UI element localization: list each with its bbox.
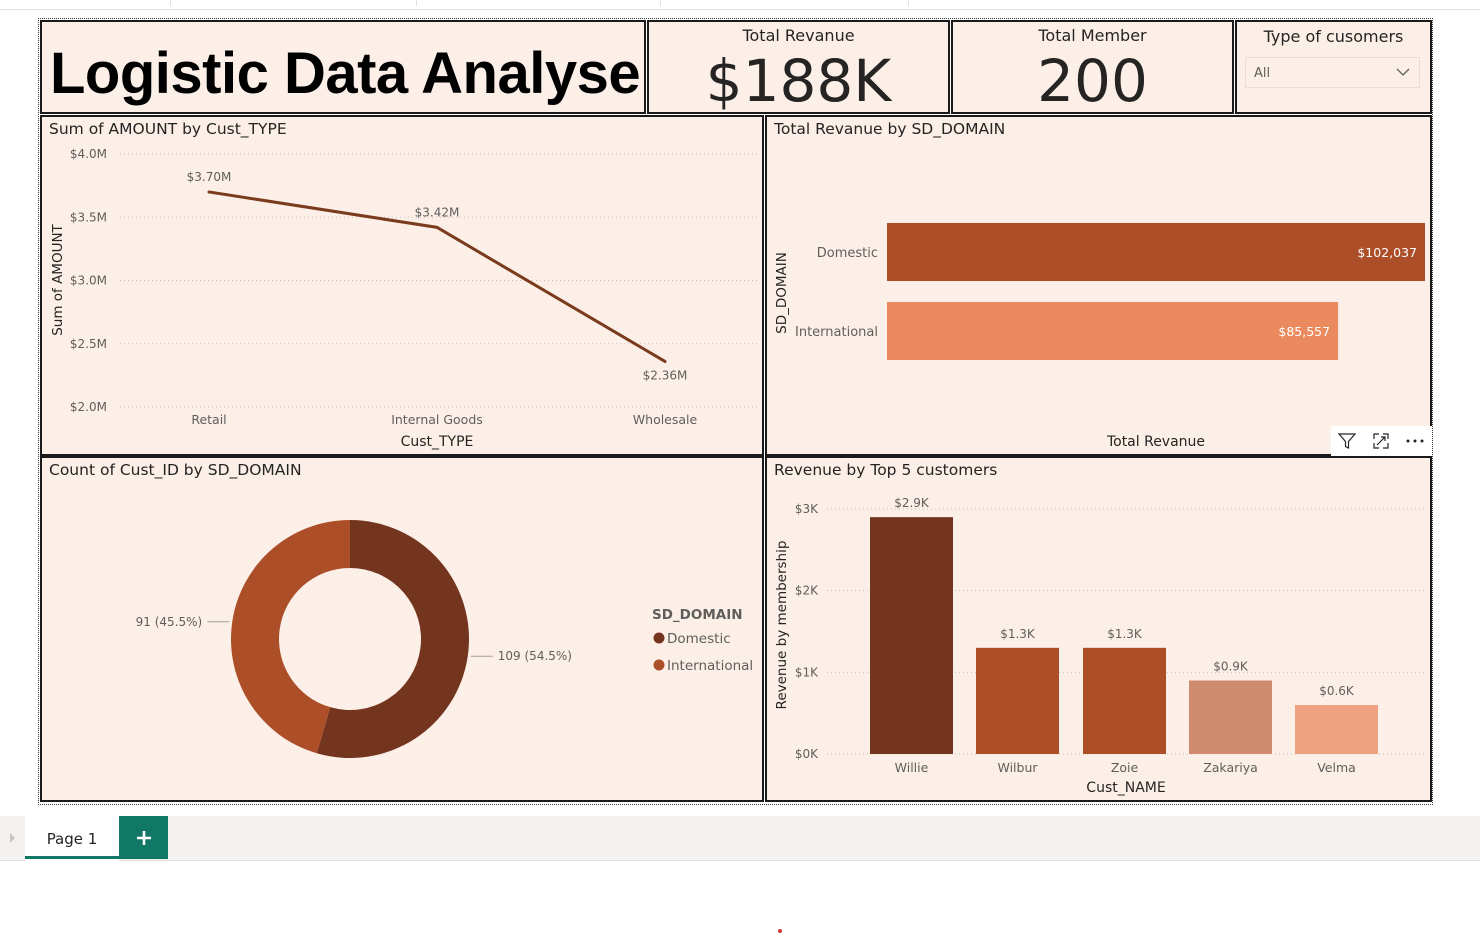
y-tick-label: $3.0M xyxy=(70,274,107,288)
x-axis-title: Total Revanue xyxy=(1106,434,1205,450)
dropdown-selected-value: All xyxy=(1254,66,1271,81)
data-point xyxy=(207,190,211,194)
y-axis-title: SD_DOMAIN xyxy=(774,252,790,334)
x-tick-label: Wilbur xyxy=(997,760,1038,775)
chevron-down-icon xyxy=(1395,64,1411,84)
page-tab-bar: Page 1 xyxy=(0,816,1480,861)
y-tick-label: $3K xyxy=(795,502,819,516)
x-axis-title: Cust_TYPE xyxy=(401,434,474,450)
legend-item: International xyxy=(667,658,753,674)
y-tick-label: International xyxy=(795,325,878,340)
x-tick-label: Velma xyxy=(1317,760,1356,775)
domain-bar-chart-title: Total Revanue by SD_DOMAIN xyxy=(774,120,1006,138)
report-title: Logistic Data Analyse xyxy=(50,41,641,106)
kpi-card-revenue[interactable]: Total Revanue $188K xyxy=(647,20,950,114)
bar xyxy=(1189,680,1272,754)
data-label: $3.70M xyxy=(187,170,232,184)
data-label: $0.6K xyxy=(1319,684,1355,698)
top-customers-chart: $3K $2K $1K $0K $2.9K Willie $1.3K Wilbur $1.3K Z… xyxy=(774,496,1425,796)
data-label: $1.3K xyxy=(1000,627,1036,641)
donut-chart-title: Count of Cust_ID by SD_DOMAIN xyxy=(49,461,302,479)
kpi-revenue-value: $188K xyxy=(705,47,892,114)
donut-slice xyxy=(230,520,350,754)
x-tick-label: Internal Goods xyxy=(391,412,483,427)
bar xyxy=(1295,705,1378,754)
filter-icon[interactable] xyxy=(1334,429,1360,453)
line-chart-card[interactable]: Sum of AMOUNT by Cust_TYPE $4.0M $3.5M $3.… xyxy=(40,115,764,456)
donut-chart-card[interactable]: Count of Cust_ID by SD_DOMAIN 109 (54.5%… xyxy=(40,456,764,802)
donut-slice xyxy=(316,520,469,758)
legend-item: Domestic xyxy=(667,631,731,647)
report-canvas xyxy=(38,18,1433,805)
data-point xyxy=(663,359,667,363)
line-chart: $4.0M $3.5M $3.0M $2.5M $2.0M $3.70M Retail $3.… xyxy=(50,147,757,450)
tab-page-1[interactable]: Page 1 xyxy=(25,816,119,861)
bar xyxy=(887,223,1425,281)
y-tick-label: Domestic xyxy=(817,246,878,261)
y-axis-title: Revenue by membership xyxy=(774,541,790,710)
x-tick-label: Willie xyxy=(895,760,929,775)
bar xyxy=(1083,647,1166,754)
data-label: $0.9K xyxy=(1213,660,1249,674)
tab-page-1-label: Page 1 xyxy=(46,830,98,848)
data-label: $102,037 xyxy=(1357,245,1417,260)
customer-type-dropdown[interactable]: All xyxy=(1245,57,1420,88)
domain-bar-chart-card[interactable]: Total Revanue by SD_DOMAIN $102,037 Domes… xyxy=(765,115,1432,456)
plus-icon xyxy=(136,830,151,845)
y-tick-label: $3.5M xyxy=(70,210,107,224)
x-axis-title: Cust_NAME xyxy=(1086,780,1165,796)
status-dot xyxy=(778,929,782,933)
slicer-card: Type of cusomers All xyxy=(1235,20,1432,114)
kpi-members-label: Total Member xyxy=(1038,26,1147,45)
focus-mode-icon[interactable] xyxy=(1368,429,1394,453)
kpi-card-members[interactable]: Total Member 200 xyxy=(951,20,1234,114)
domain-bar-chart: $102,037 Domestic $85,557 International Tota… xyxy=(774,223,1425,450)
data-label: 109 (54.5%) xyxy=(498,649,572,663)
y-tick-label: $4.0M xyxy=(70,147,107,161)
bar xyxy=(976,647,1059,754)
caret-right-icon xyxy=(10,833,15,843)
y-tick-label: $1K xyxy=(795,665,819,679)
data-label: 91 (45.5%) xyxy=(136,615,203,629)
visual-header-toolbar xyxy=(1331,426,1432,456)
bar xyxy=(887,302,1339,360)
x-tick-label: Zakariya xyxy=(1203,760,1258,775)
more-options-icon[interactable] xyxy=(1402,429,1428,453)
kpi-members-value: 200 xyxy=(1037,47,1148,114)
data-label: $2.36M xyxy=(643,368,688,382)
data-label: $3.42M xyxy=(415,205,460,219)
tab-active-underline xyxy=(25,856,119,859)
bar xyxy=(870,517,953,754)
slicer-title: Type of cusomers xyxy=(1263,27,1404,46)
x-tick-label: Zoie xyxy=(1111,760,1139,775)
y-tick-label: $2K xyxy=(795,584,819,598)
top-customers-chart-title: Revenue by Top 5 customers xyxy=(774,461,998,479)
data-label: $2.9K xyxy=(894,496,930,510)
data-label: $85,557 xyxy=(1278,324,1330,339)
x-tick-label: Wholesale xyxy=(633,412,698,427)
title-card: Logistic Data Analyse xyxy=(40,20,646,114)
y-tick-label: $2.5M xyxy=(70,337,107,351)
data-label: $1.3K xyxy=(1107,627,1143,641)
x-tick-label: Retail xyxy=(191,412,226,427)
line-chart-title: Sum of AMOUNT by Cust_TYPE xyxy=(49,120,287,138)
top-ribbon-edge xyxy=(0,0,1480,10)
legend-marker xyxy=(653,659,665,671)
kpi-revenue-label: Total Revanue xyxy=(742,26,855,45)
y-axis-title: Sum of AMOUNT xyxy=(50,223,66,335)
y-tick-label: $2.0M xyxy=(70,400,107,414)
y-tick-label: $0K xyxy=(795,747,819,761)
legend-marker xyxy=(653,632,665,644)
tab-scroll-arrow[interactable] xyxy=(0,816,24,861)
data-point xyxy=(435,225,439,229)
donut-chart: 109 (54.5%) 91 (45.5%) SD_DOMAIN Domestic In… xyxy=(136,520,753,758)
legend-title: SD_DOMAIN xyxy=(652,607,743,623)
add-page-button[interactable] xyxy=(119,816,168,859)
top-customers-chart-card[interactable]: Revenue by Top 5 customers $3K $2K $1K $0K $… xyxy=(765,456,1432,802)
